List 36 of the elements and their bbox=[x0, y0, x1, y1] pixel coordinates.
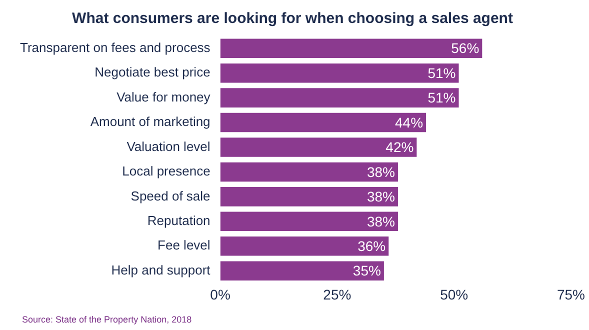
chart-title: What consumers are looking for when choosing a sales agent bbox=[72, 10, 513, 28]
y-tick-label: Help and support bbox=[111, 262, 211, 278]
data-label: 51% bbox=[428, 90, 456, 106]
bar bbox=[220, 261, 384, 280]
data-label: 42% bbox=[386, 139, 414, 156]
bar bbox=[220, 88, 459, 108]
bar bbox=[220, 38, 482, 58]
bar bbox=[220, 63, 459, 83]
bar bbox=[220, 138, 417, 157]
data-label: 44% bbox=[395, 114, 424, 130]
y-tick-label: Transparent on fees and process bbox=[20, 40, 211, 55]
y-tick-label: Value for money bbox=[116, 89, 211, 104]
y-tick-label: Reputation bbox=[147, 212, 210, 228]
data-label: 38% bbox=[366, 188, 395, 205]
bar bbox=[220, 112, 426, 132]
source-note: Source: State of the Property Nation, 2018 bbox=[22, 314, 192, 324]
data-label: 35% bbox=[352, 262, 381, 279]
data-label: 38% bbox=[366, 213, 395, 230]
y-tick-label: Negotiate best price bbox=[94, 64, 210, 80]
y-tick-label: Speed of sale bbox=[130, 188, 210, 204]
y-tick-label: Fee level bbox=[158, 238, 210, 253]
data-label: 38% bbox=[366, 164, 395, 180]
data-label: 51% bbox=[428, 64, 456, 81]
x-tick-label: 50% bbox=[440, 286, 468, 302]
bar bbox=[220, 187, 398, 206]
data-label: 56% bbox=[451, 40, 480, 56]
x-tick-label: 0% bbox=[210, 286, 230, 302]
y-tick-label: Local presence bbox=[122, 164, 210, 179]
data-label: 36% bbox=[358, 238, 386, 254]
x-tick-label: 25% bbox=[323, 286, 352, 302]
bar bbox=[220, 212, 398, 232]
y-tick-label: Amount of marketing bbox=[90, 114, 210, 130]
y-tick-label: Valuation level bbox=[126, 138, 210, 154]
bar bbox=[220, 162, 398, 182]
bar bbox=[220, 236, 389, 256]
x-tick-label: 75% bbox=[556, 286, 586, 302]
